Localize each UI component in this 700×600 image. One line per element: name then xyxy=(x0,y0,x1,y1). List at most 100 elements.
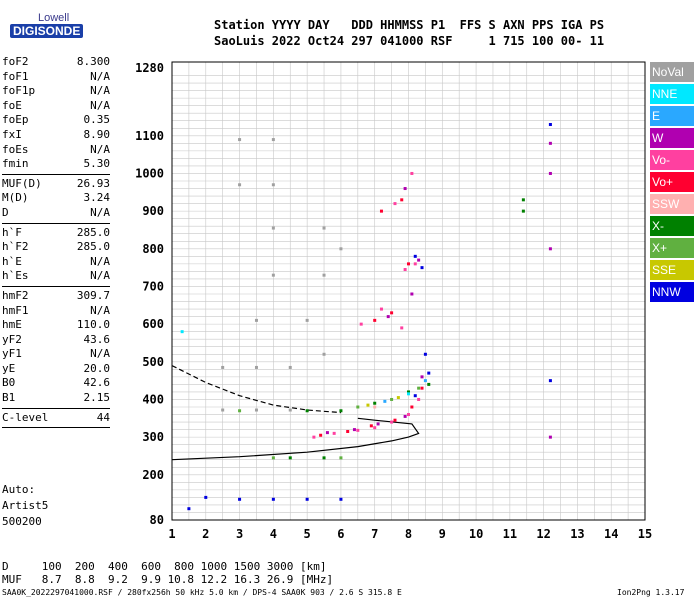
param-separator xyxy=(2,285,110,287)
param-value: N/A xyxy=(90,269,110,283)
x-tick-label: 3 xyxy=(236,527,243,541)
param-row: h`F 285.0 xyxy=(2,226,110,241)
y-tick-label: 900 xyxy=(142,204,164,218)
param-row: h`E N/A xyxy=(2,255,110,270)
data-point xyxy=(423,379,427,383)
data-point xyxy=(238,409,242,413)
data-point xyxy=(322,273,326,277)
param-separator xyxy=(2,222,110,224)
auto-code: 500200 xyxy=(2,515,42,528)
data-point xyxy=(254,365,258,369)
param-value: 0.35 xyxy=(83,113,111,127)
data-point xyxy=(325,431,329,435)
param-label: yF1 xyxy=(2,347,22,361)
param-label: foEs xyxy=(2,142,29,156)
data-point xyxy=(413,262,417,266)
ionogram-chart: 1 2 3 4 5 6 7 8 9 10 11 12 13 14 158020030040050060070… xyxy=(135,61,652,541)
param-label: D xyxy=(2,205,9,219)
data-point xyxy=(305,497,309,501)
data-point xyxy=(393,202,397,206)
data-point xyxy=(410,292,414,296)
parameter-panel: foF2 8.300 foF1 N/A foF1p N/A foE N/A foEp 0.35 fx… xyxy=(2,55,110,430)
data-point xyxy=(288,365,292,369)
data-point xyxy=(427,371,431,375)
data-point xyxy=(339,409,343,413)
data-point xyxy=(386,315,390,319)
data-point xyxy=(548,123,552,126)
data-point xyxy=(407,262,410,266)
y-tick-label: 200 xyxy=(142,468,164,482)
data-point xyxy=(305,318,309,322)
data-point xyxy=(417,258,421,262)
data-point xyxy=(373,401,377,405)
data-point xyxy=(423,352,427,356)
param-row: fxI 8.90 xyxy=(2,128,110,143)
x-tick-label: 5 xyxy=(304,527,311,541)
x-tick-label: 10 xyxy=(469,527,483,541)
y-tick-label: 80 xyxy=(150,513,164,527)
y-tick-label: 1100 xyxy=(135,129,164,143)
param-value: 285.0 xyxy=(76,240,110,254)
legend-entry: X- xyxy=(650,216,694,236)
param-value: N/A xyxy=(90,69,110,83)
param-label: fmin xyxy=(2,157,29,171)
x-tick-label: 8 xyxy=(405,527,412,541)
param-row: B1 2.15 xyxy=(2,391,110,406)
param-row: hmF1 N/A xyxy=(2,304,110,319)
data-point xyxy=(359,322,363,326)
distance-row: D 100 200 400 600 800 1000 1500 3000 [km… xyxy=(2,560,327,573)
param-row: foEs N/A xyxy=(2,143,110,158)
param-label: yF2 xyxy=(2,332,22,346)
param-value: N/A xyxy=(90,98,110,112)
param-label: hmF2 xyxy=(2,288,29,302)
data-point xyxy=(393,418,397,422)
data-point xyxy=(420,386,424,390)
param-row: hmF2 309.7 xyxy=(2,289,110,304)
data-point xyxy=(305,409,309,413)
data-point xyxy=(400,198,404,202)
legend-entry: NNW xyxy=(650,282,694,302)
data-point xyxy=(238,497,242,501)
param-row: h`Es N/A xyxy=(2,269,110,284)
data-point xyxy=(379,307,383,311)
muf-distance-table: D 100 200 400 600 800 1000 1500 3000 [km… xyxy=(2,560,333,586)
x-tick-label: 15 xyxy=(638,527,652,541)
data-point xyxy=(288,408,292,412)
data-point xyxy=(417,397,421,401)
x-tick-label: 11 xyxy=(503,527,517,541)
data-point xyxy=(187,507,191,511)
param-row: M(D) 3.24 xyxy=(2,191,110,206)
data-point xyxy=(254,408,258,412)
plot-border xyxy=(171,61,646,521)
x-tick-label: 13 xyxy=(570,527,584,541)
auto-artist: Artist5 xyxy=(2,499,49,512)
y-tick-label: 700 xyxy=(142,279,164,293)
legend-entry: Vo+ xyxy=(650,172,694,192)
param-row: yF1 N/A xyxy=(2,347,110,362)
data-point xyxy=(383,399,387,403)
x-tick-label: 12 xyxy=(536,527,550,541)
param-row: foF1p N/A xyxy=(2,84,110,99)
data-point xyxy=(548,141,552,145)
param-label: h`F xyxy=(2,225,22,239)
data-point xyxy=(373,318,377,322)
data-point xyxy=(403,414,407,418)
data-point xyxy=(427,382,431,386)
data-point xyxy=(339,456,343,460)
auto-label: Auto: xyxy=(2,483,36,496)
legend-entry: NoVal xyxy=(650,62,694,82)
param-label: foEp xyxy=(2,113,29,127)
data-point xyxy=(390,311,394,315)
legend-entry: E xyxy=(650,106,694,126)
y-tick-label: 300 xyxy=(142,430,164,444)
y-tick-label: 600 xyxy=(142,317,164,331)
data-point xyxy=(413,254,417,258)
autoscaling-info: Auto: Artist5 500200 xyxy=(2,482,48,530)
x-tick-label: 2 xyxy=(202,527,209,541)
data-point xyxy=(420,266,424,270)
legend-entry: SSW xyxy=(650,194,694,214)
param-label: foF2 xyxy=(2,55,29,68)
x-tick-label: 1 xyxy=(168,527,175,541)
param-value: N/A xyxy=(90,303,110,317)
param-value: 285.0 xyxy=(76,225,110,239)
